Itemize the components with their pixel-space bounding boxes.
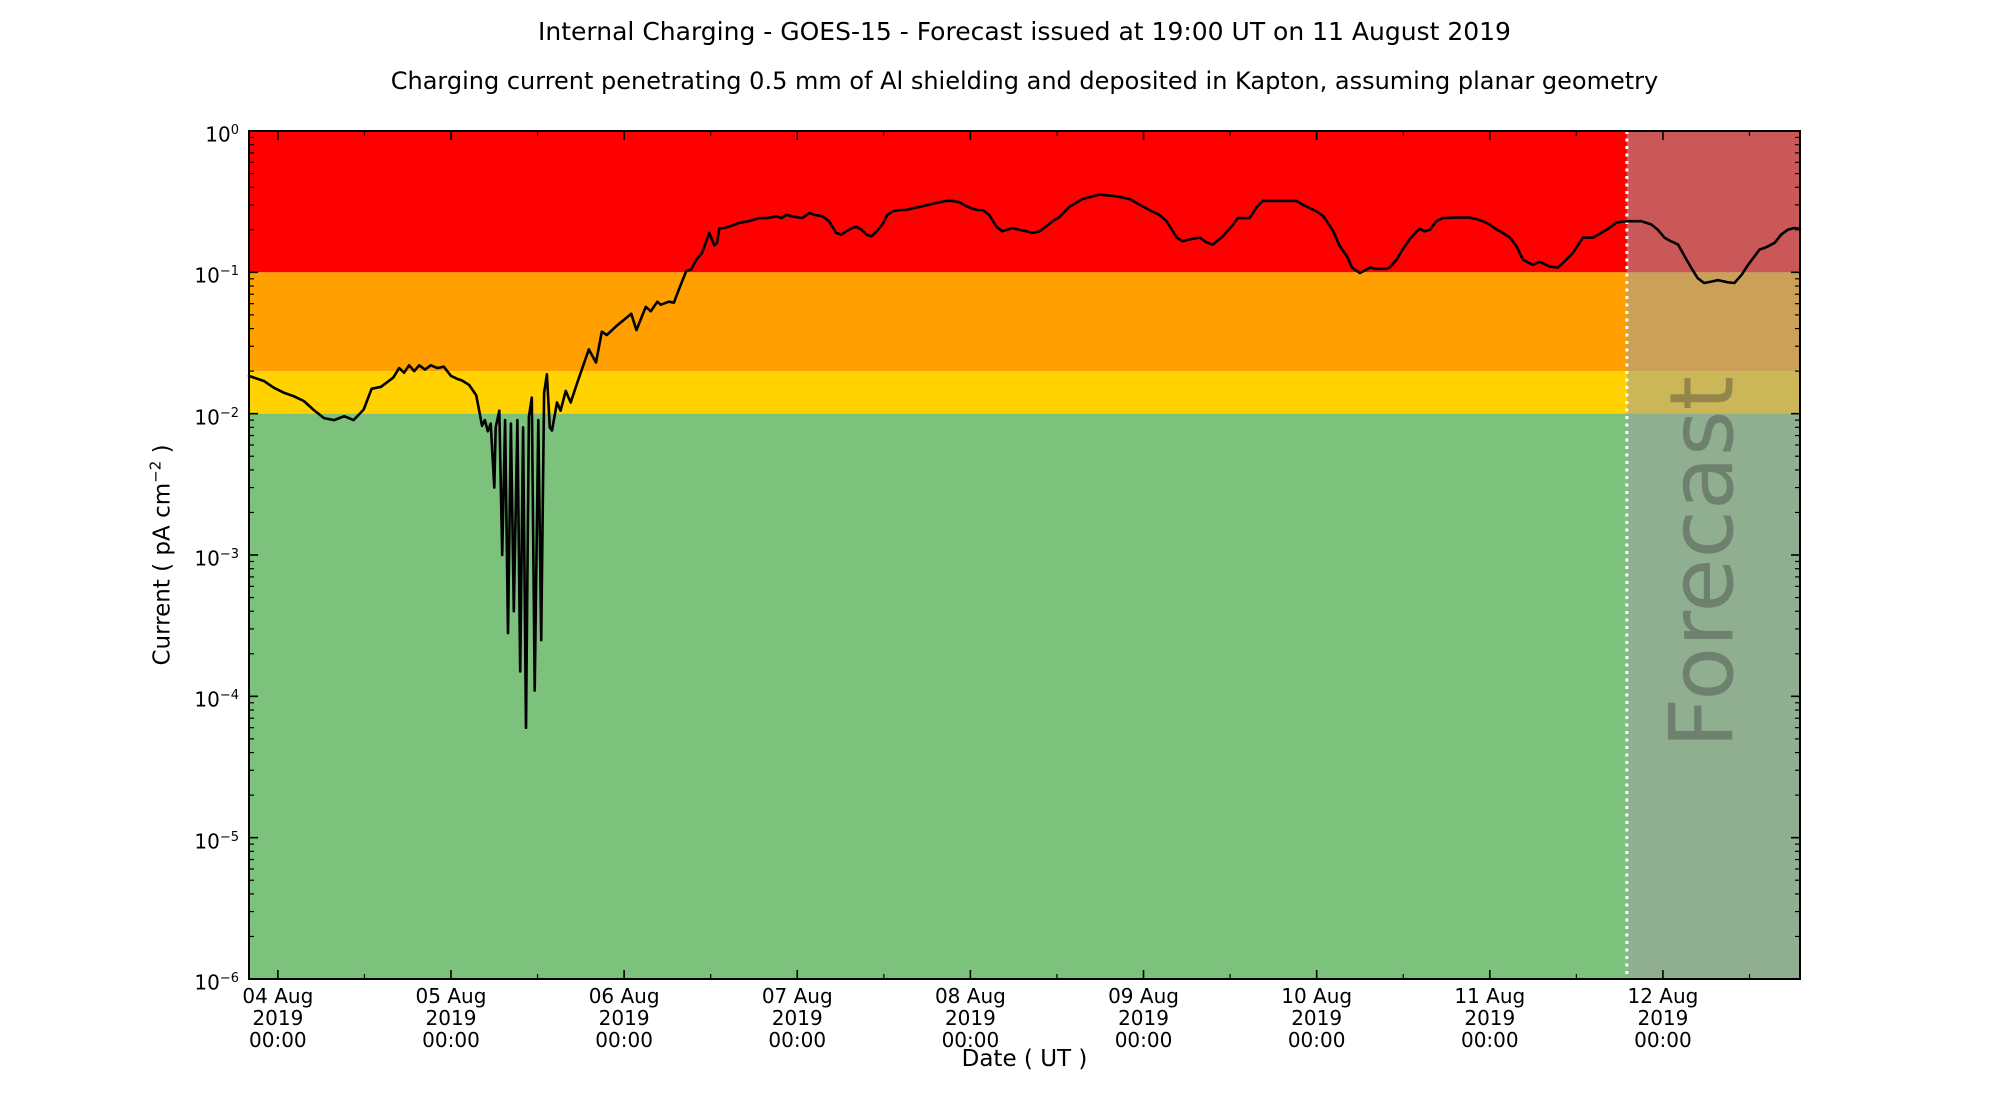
x-tick-label-line: 05 Aug (415, 984, 487, 1008)
y-tick-exponent: 0 (230, 123, 239, 138)
y-tick-label: 10−6 (129, 967, 239, 995)
y-tick-label: 10−2 (129, 402, 239, 430)
y-tick-base: 10 (194, 687, 220, 712)
axes-spines (248, 130, 1801, 980)
band-yellow-alert (249, 371, 1800, 414)
y-axis-title-suffix: ) (149, 444, 176, 461)
y-tick-label: 10−3 (129, 543, 239, 571)
x-tick-label-line: 00:00 (595, 1028, 653, 1052)
x-axis-title: Date ( UT ) (961, 1046, 1088, 1072)
x-tick-label: 12 Aug 2019 00:00 (1583, 985, 1743, 1051)
x-tick-label-line: 00:00 (1634, 1028, 1692, 1052)
x-tick-label-line: 07 Aug (761, 984, 833, 1008)
y-axis-title: Current ( pA cm−2 ) (147, 444, 176, 665)
x-tick-label-line: 2019 (1637, 1006, 1689, 1030)
x-tick-label-line: 2019 (425, 1006, 477, 1030)
y-tick-exponent: −4 (219, 688, 239, 704)
forecast-overlay (1626, 131, 1800, 979)
y-tick-label: 10−1 (129, 260, 239, 288)
x-tick-label-line: 00:00 (768, 1028, 827, 1052)
x-tick-label-line: 10 Aug (1281, 984, 1353, 1008)
y-tick-base: 10 (194, 263, 220, 288)
x-tick-label: 09 Aug 2019 00:00 (1064, 985, 1224, 1051)
x-tick-label-line: 12 Aug (1627, 984, 1699, 1008)
x-tick-label-line: 2019 (944, 1006, 996, 1030)
y-axis-title-exponent: −2 (146, 460, 165, 483)
y-tick-base: 10 (194, 546, 220, 571)
y-tick-exponent: −3 (219, 547, 239, 562)
band-orange-alert (249, 272, 1800, 372)
x-tick-label: 07 Aug 2019 00:00 (717, 985, 877, 1051)
x-tick-label-line: 00:00 (1287, 1028, 1346, 1052)
x-tick-label: 11 Aug 2019 00:00 (1410, 985, 1570, 1051)
x-tick-label: 08 Aug 2019 00:00 (890, 985, 1050, 1051)
x-tick-label: 04 Aug 2019 00:00 (198, 985, 358, 1051)
x-tick-label-line: 2019 (771, 1006, 823, 1030)
x-tick-label-line: 00:00 (1460, 1028, 1519, 1052)
x-tick-label-line: 08 Aug (934, 984, 1006, 1008)
charging-current-curve (247, 193, 1802, 729)
x-tick-label-line: 00:00 (1114, 1028, 1173, 1052)
y-tick-exponent: −6 (219, 971, 239, 986)
y-tick-exponent: −1 (219, 264, 239, 280)
y-tick-label: 100 (129, 119, 239, 147)
x-tick-label-line: 09 Aug (1108, 984, 1179, 1008)
x-tick-label-line: 04 Aug (242, 984, 314, 1008)
band-red-alert (249, 131, 1800, 273)
x-tick-label-line: 2019 (1464, 1006, 1516, 1030)
y-tick-exponent: −2 (219, 405, 239, 421)
x-tick-label-line: 11 Aug (1454, 984, 1526, 1008)
x-tick-label-line: 2019 (1291, 1006, 1343, 1030)
x-tick-label-line: 00:00 (249, 1028, 307, 1052)
x-tick-label-line: 06 Aug (588, 984, 660, 1008)
y-tick-base: 10 (194, 829, 220, 854)
y-tick-base: 10 (194, 405, 220, 430)
y-tick-label: 10−5 (129, 826, 239, 854)
forecast-watermark: Forecast (1650, 375, 1754, 749)
x-tick-label: 10 Aug 2019 00:00 (1237, 985, 1397, 1051)
chart-title: Internal Charging - GOES-15 - Forecast i… (538, 17, 1511, 46)
y-axis-title-prefix: Current ( pA cm (149, 482, 176, 666)
x-tick-label: 05 Aug 2019 00:00 (371, 985, 531, 1051)
y-tick-base: 10 (205, 122, 231, 147)
x-tick-label: 06 Aug 2019 00:00 (544, 985, 704, 1051)
chart-subtitle: Charging current penetrating 0.5 mm of A… (390, 67, 1659, 95)
band-green-quiet (249, 413, 1800, 980)
y-tick-base: 10 (194, 970, 220, 995)
x-tick-label-line: 00:00 (422, 1028, 480, 1052)
y-tick-exponent: −5 (219, 829, 239, 845)
y-tick-label: 10−4 (129, 684, 239, 712)
x-tick-label-line: 00:00 (941, 1028, 1000, 1052)
x-tick-label-line: 2019 (252, 1006, 304, 1030)
x-tick-label-line: 2019 (598, 1006, 650, 1030)
x-tick-label-line: 2019 (1118, 1006, 1169, 1030)
